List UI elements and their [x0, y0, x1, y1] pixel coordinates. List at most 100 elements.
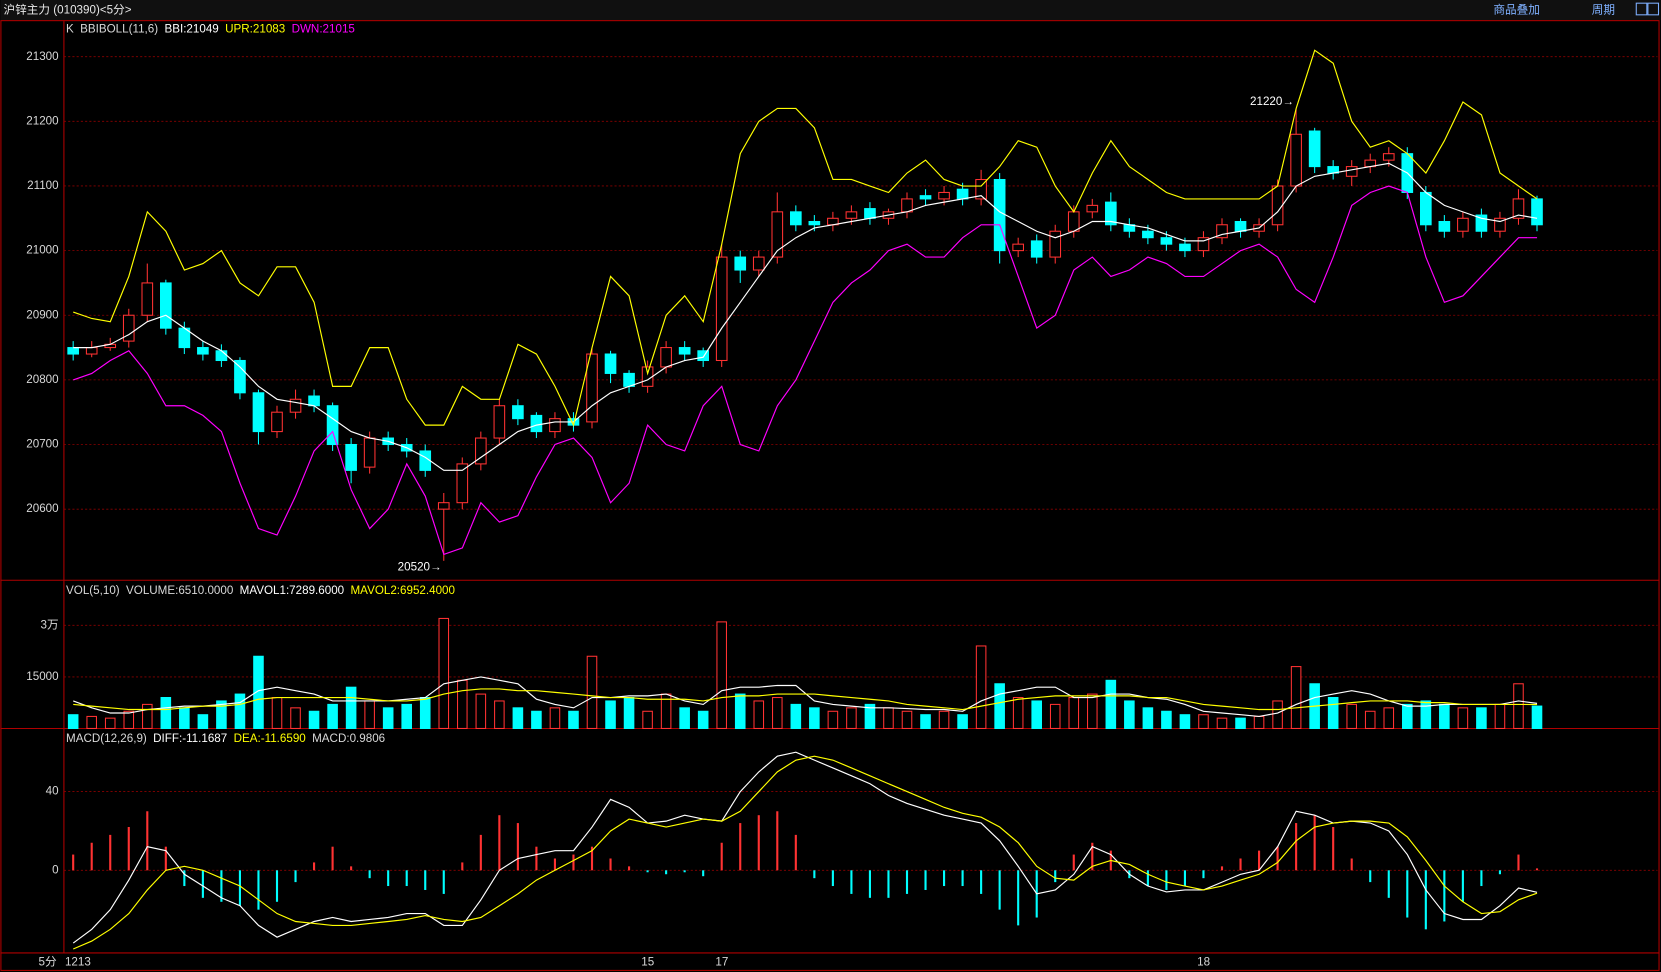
y-tick-label: 20800	[26, 373, 59, 386]
y-tick-label: 40	[46, 785, 59, 798]
volume-bar	[920, 714, 931, 730]
volume-bar	[790, 703, 802, 729]
volume-bar	[1402, 703, 1413, 729]
candle-body	[1142, 230, 1154, 239]
outer-frame	[0, 20, 1660, 971]
y-tick-label: 3万	[41, 618, 59, 631]
volume-bar	[901, 710, 913, 730]
candle-body	[141, 282, 154, 316]
candle-body	[1420, 191, 1432, 226]
candle-body	[938, 191, 950, 200]
window-button[interactable]	[1647, 2, 1660, 16]
legend-label: VOL(5,10)	[66, 584, 120, 597]
legend-label: MACD:0.9806	[312, 732, 385, 745]
indicator-line	[73, 755, 1538, 950]
candle-body	[1290, 133, 1302, 187]
volume-bar	[1087, 693, 1098, 730]
volume-bar	[1457, 707, 1469, 729]
volume-bar	[1049, 703, 1061, 729]
candle-body	[122, 314, 135, 342]
volume-bar	[475, 693, 487, 730]
volume-bar	[494, 700, 505, 730]
volume-bar	[734, 693, 746, 730]
candle-body	[530, 414, 543, 433]
candle-body	[456, 463, 469, 504]
y-tick-label: 21000	[26, 244, 59, 257]
candle-body	[1179, 243, 1191, 252]
candle-body	[1012, 243, 1024, 252]
candle-body	[345, 443, 357, 471]
candle-body	[715, 256, 728, 362]
candle-body	[308, 395, 320, 407]
volume-bar	[457, 679, 468, 730]
volume-bar	[1216, 717, 1228, 730]
tool-period[interactable]: 周期	[1592, 4, 1615, 17]
volume-bar	[216, 700, 227, 730]
legend-label: UPR:21083	[225, 23, 285, 36]
candle-body	[1160, 237, 1173, 245]
candle-body	[1512, 198, 1525, 219]
candle-body	[1475, 214, 1488, 232]
volume-bar	[1161, 710, 1172, 730]
volume-bar	[679, 707, 690, 729]
candle-body	[1086, 204, 1099, 213]
volume-bar	[586, 655, 598, 729]
candle-body	[234, 359, 246, 394]
volume-bar	[382, 707, 394, 729]
candle-body	[475, 437, 487, 465]
y-tick-label: 20600	[26, 502, 59, 515]
volume-bar	[531, 710, 542, 730]
candle-body	[1271, 185, 1284, 226]
volume-bar	[1364, 710, 1376, 730]
candle-body	[1345, 166, 1358, 177]
candle-body	[326, 405, 339, 446]
candle-body	[845, 211, 858, 219]
candle-body	[289, 398, 302, 413]
price-annotation: 20520→	[398, 560, 442, 573]
candle-body	[1494, 217, 1506, 232]
indicator-line	[73, 676, 1538, 717]
y-tick-label: 21100	[27, 179, 59, 192]
legend-label: K	[66, 23, 74, 36]
volume-bar	[123, 710, 135, 730]
volume-bar	[1031, 700, 1042, 730]
candle-body	[1049, 230, 1062, 258]
volume-bar	[1253, 715, 1265, 730]
indicator-line	[72, 751, 1538, 944]
volume-bar	[327, 703, 338, 729]
volume-bar	[1290, 666, 1302, 729]
candle-body	[1067, 211, 1080, 232]
window-button[interactable]	[1635, 2, 1648, 16]
candle-body	[159, 282, 172, 329]
candle-body	[549, 418, 561, 433]
volume-bar	[290, 707, 301, 729]
volume-bar	[1346, 703, 1357, 729]
y-tick-label: 21300	[26, 50, 59, 63]
candle-body	[1308, 130, 1321, 168]
volume-bar	[179, 707, 190, 729]
candle-body	[752, 256, 765, 271]
candle-body	[1030, 240, 1043, 258]
volume-bar	[1476, 707, 1487, 729]
volume-bar	[234, 693, 246, 730]
candle-body	[493, 405, 506, 439]
volume-bar	[864, 703, 876, 729]
legend-label: DWN:21015	[292, 23, 355, 36]
indicator-line	[73, 162, 1538, 471]
candle-body	[1197, 237, 1210, 252]
y-tick-label: 20700	[26, 438, 59, 451]
volume-bar	[1068, 696, 1080, 730]
candle-body	[363, 437, 376, 468]
y-tick-label: 0	[52, 863, 59, 876]
volume-bar	[1272, 700, 1283, 730]
candle-body	[586, 353, 598, 423]
volume-bar	[401, 703, 412, 729]
y-tick-label: 21200	[26, 114, 59, 127]
tool-overlay[interactable]: 商品叠加	[1493, 3, 1540, 17]
price-annotation: 21220→	[1250, 95, 1294, 108]
volume-bar	[419, 696, 431, 730]
volume-bar	[975, 645, 987, 730]
volume-bar	[1439, 703, 1450, 729]
volume-bar	[1124, 700, 1135, 730]
